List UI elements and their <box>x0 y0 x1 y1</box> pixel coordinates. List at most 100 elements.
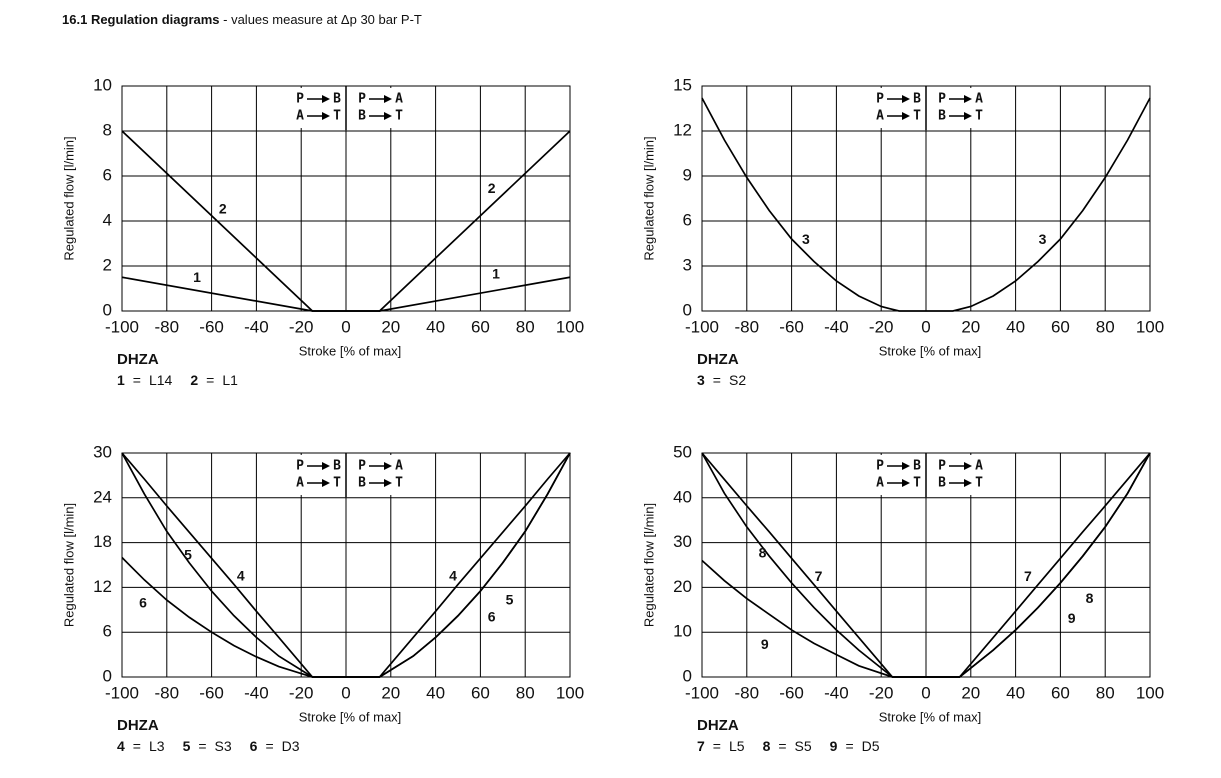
x-tick-label: 100 <box>556 317 584 336</box>
y-tick-label: 20 <box>673 577 692 596</box>
flow-letter: A <box>876 476 884 491</box>
legend-separator: = <box>713 738 721 754</box>
y-tick-label: 10 <box>93 75 112 94</box>
legend-separator: = <box>265 738 273 754</box>
x-tick-label: 40 <box>426 683 445 702</box>
legend-separator: = <box>133 372 141 388</box>
legend-number: 4 <box>117 738 125 754</box>
x-tick-label: -60 <box>199 317 224 336</box>
flow-letter: P <box>358 92 366 107</box>
x-tick-label: -60 <box>199 683 224 702</box>
y-tick-label: 3 <box>683 255 692 274</box>
model-name: DHZA <box>117 717 159 734</box>
subtitle: - values measure at Δp 30 bar P-T <box>223 12 422 27</box>
flow-arrowhead <box>964 479 972 487</box>
flow-arrowhead <box>902 479 910 487</box>
flow-arrowhead <box>964 462 972 470</box>
flow-letter: B <box>333 459 341 474</box>
legend-number: 8 <box>763 738 771 754</box>
x-tick-label: -100 <box>105 683 139 702</box>
page-title: 16.1 Regulation diagrams - values measur… <box>62 12 422 27</box>
flow-letter: B <box>358 476 366 491</box>
curve-label: 1 <box>492 266 500 282</box>
x-tick-label: 0 <box>341 683 350 702</box>
x-tick-label: -40 <box>244 317 269 336</box>
legend-code: S2 <box>729 372 746 388</box>
legend-code: L1 <box>222 372 238 388</box>
x-tick-label: -20 <box>869 683 894 702</box>
flow-letter: A <box>296 476 304 491</box>
x-tick-label: -80 <box>735 317 760 336</box>
flow-letter: A <box>975 459 983 474</box>
x-tick-label: -40 <box>824 317 849 336</box>
curve-label: 1 <box>193 269 201 285</box>
x-tick-label: 20 <box>381 683 400 702</box>
x-tick-label: -40 <box>824 683 849 702</box>
flow-letter: P <box>296 92 304 107</box>
curve-label: 9 <box>1068 610 1076 626</box>
y-tick-label: 50 <box>673 442 692 461</box>
flow-arrowhead <box>322 95 330 103</box>
y-tick-label: 10 <box>673 622 692 641</box>
flow-letter: A <box>395 92 403 107</box>
flow-arrowhead <box>384 112 392 120</box>
y-tick-label: 9 <box>683 165 692 184</box>
y-tick-label: 8 <box>103 120 112 139</box>
legend-code: L5 <box>729 738 745 754</box>
legend-number: 9 <box>830 738 838 754</box>
legend-separator: = <box>778 738 786 754</box>
y-tick-label: 6 <box>683 210 692 229</box>
flow-letter: A <box>975 92 983 107</box>
flow-letter: A <box>395 459 403 474</box>
flow-letter: P <box>938 92 946 107</box>
x-tick-label: 100 <box>556 683 584 702</box>
legend-separator: = <box>713 372 721 388</box>
flow-letter: T <box>913 476 921 491</box>
legend-number: 1 <box>117 372 125 388</box>
curve-label: 8 <box>1086 590 1094 606</box>
curve <box>121 130 571 312</box>
legend: 4 = L3 5 = S3 6 = D3 <box>117 738 300 754</box>
flow-letter: A <box>876 109 884 124</box>
legend-number: 5 <box>183 738 191 754</box>
curve-label: 7 <box>815 568 823 584</box>
x-tick-label: -20 <box>869 317 894 336</box>
flow-letter: P <box>938 459 946 474</box>
x-tick-label: 0 <box>341 317 350 336</box>
heading: Regulation diagrams <box>91 12 220 27</box>
flow-arrowhead <box>322 462 330 470</box>
x-tick-label: 40 <box>426 317 445 336</box>
flow-arrowhead <box>322 112 330 120</box>
section-number: 16.1 <box>62 12 87 27</box>
flow-letter: B <box>938 476 946 491</box>
x-tick-label: 20 <box>381 317 400 336</box>
x-axis-label: Stroke [% of max] <box>879 709 982 724</box>
x-axis-label: Stroke [% of max] <box>879 343 982 358</box>
y-tick-label: 15 <box>673 75 692 94</box>
legend-code: L3 <box>149 738 165 754</box>
flow-letter: A <box>296 109 304 124</box>
y-tick-label: 12 <box>93 577 112 596</box>
curve-label: 8 <box>759 545 767 561</box>
legend-code: L14 <box>149 372 173 388</box>
x-tick-label: 0 <box>921 317 930 336</box>
y-axis-label: Regulated flow [l/min] <box>641 136 656 260</box>
curve-label: 4 <box>449 568 457 584</box>
flow-letter: T <box>975 109 983 124</box>
y-tick-label: 0 <box>103 300 112 319</box>
x-tick-label: -20 <box>289 683 314 702</box>
y-tick-label: 2 <box>103 255 112 274</box>
x-tick-label: -20 <box>289 317 314 336</box>
curve-label: 9 <box>761 636 769 652</box>
x-tick-label: 80 <box>1096 683 1115 702</box>
model-name: DHZA <box>117 351 159 368</box>
x-axis-label: Stroke [% of max] <box>299 709 402 724</box>
curve <box>701 452 1151 678</box>
flow-arrowhead <box>902 462 910 470</box>
x-tick-label: -100 <box>105 317 139 336</box>
flow-letter: B <box>913 459 921 474</box>
legend-separator: = <box>845 738 853 754</box>
curve-label: 6 <box>488 609 496 625</box>
flow-letter: T <box>395 476 403 491</box>
legend-separator: = <box>198 738 206 754</box>
